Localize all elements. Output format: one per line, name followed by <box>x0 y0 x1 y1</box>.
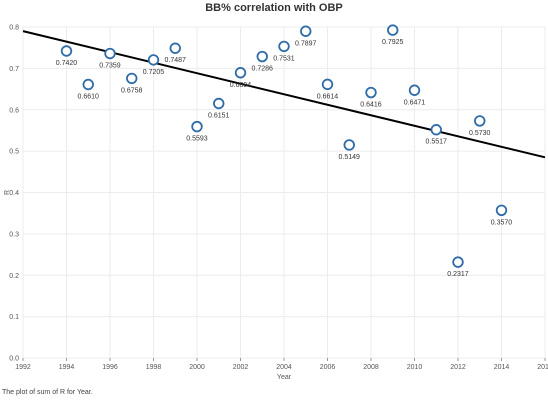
data-label: 0.7487 <box>165 57 187 64</box>
y-tick-label: 0.0 <box>9 356 19 363</box>
x-tick-label: 2008 <box>363 364 379 371</box>
data-point <box>82 78 94 91</box>
y-tick-label: 0.4 <box>9 190 19 197</box>
data-point <box>60 45 73 57</box>
data-point <box>343 139 355 151</box>
x-tick-label: 2000 <box>189 364 205 371</box>
data-label: 0.6416 <box>360 102 382 109</box>
chart-title: BB% correlation with OBP <box>205 2 343 14</box>
data-label: 0.7897 <box>295 40 317 47</box>
data-point <box>321 78 334 91</box>
data-point <box>104 47 116 60</box>
data-label: 0.6471 <box>404 99 426 106</box>
x-tick-label: 1994 <box>59 364 75 371</box>
data-label: 0.5730 <box>469 130 491 137</box>
data-point <box>169 42 181 54</box>
data-point <box>300 25 312 37</box>
x-tick-label: 2012 <box>450 364 466 371</box>
x-tick-label: 1998 <box>146 364 162 371</box>
data-point <box>408 84 421 96</box>
data-label: 0.5593 <box>186 136 208 143</box>
data-point <box>495 204 508 216</box>
data-point <box>474 115 486 127</box>
x-tick-label: 2014 <box>494 364 510 371</box>
chart-caption: The plot of sum of R for Year. <box>2 389 93 396</box>
y-tick-label: 0.6 <box>9 107 19 114</box>
data-point <box>278 40 290 53</box>
data-label: 0.6758 <box>121 87 143 94</box>
x-axis-title: Year <box>277 374 292 381</box>
y-tick-label: 0.8 <box>9 25 19 32</box>
x-tick-label: 2006 <box>320 364 336 371</box>
data-point <box>213 97 225 110</box>
data-point <box>365 86 377 99</box>
data-label: 0.7420 <box>56 60 78 67</box>
y-tick-label: 0.2 <box>9 273 19 280</box>
data-label: 0.5149 <box>339 154 361 161</box>
data-label: 0.7925 <box>382 39 404 46</box>
y-axis-title: R <box>4 190 11 195</box>
x-tick-label: 1992 <box>15 364 31 371</box>
data-label: 0.6151 <box>208 113 230 120</box>
x-tick-label: 1996 <box>102 364 118 371</box>
y-tick-label: 0.7 <box>9 66 19 73</box>
x-tick-label: 2002 <box>233 364 249 371</box>
data-point <box>147 54 160 66</box>
data-point <box>452 256 464 268</box>
data-label: 0.7531 <box>273 55 295 62</box>
data-label: 0.3570 <box>491 219 513 226</box>
data-label: 0.7359 <box>99 63 121 70</box>
data-point <box>191 120 203 133</box>
y-tick-label: 0.1 <box>9 314 19 321</box>
data-label: 0.2317 <box>447 271 469 278</box>
data-label: 0.6894 <box>230 82 252 89</box>
data-point <box>256 50 268 63</box>
data-point <box>126 72 138 85</box>
data-point <box>430 124 442 136</box>
data-point <box>234 67 247 79</box>
y-tick-label: 0.5 <box>9 149 19 156</box>
data-point <box>387 24 399 36</box>
data-label: 0.7286 <box>252 66 274 73</box>
data-label: 0.7205 <box>143 69 165 76</box>
y-tick-label: 0.3 <box>9 231 19 238</box>
data-label: 0.6614 <box>317 93 339 100</box>
x-tick-label: 2010 <box>407 364 423 371</box>
x-tick-label: 2016 <box>537 364 548 371</box>
data-label: 0.5517 <box>426 139 448 146</box>
data-label: 0.6610 <box>78 94 100 101</box>
x-tick-label: 2004 <box>276 364 292 371</box>
